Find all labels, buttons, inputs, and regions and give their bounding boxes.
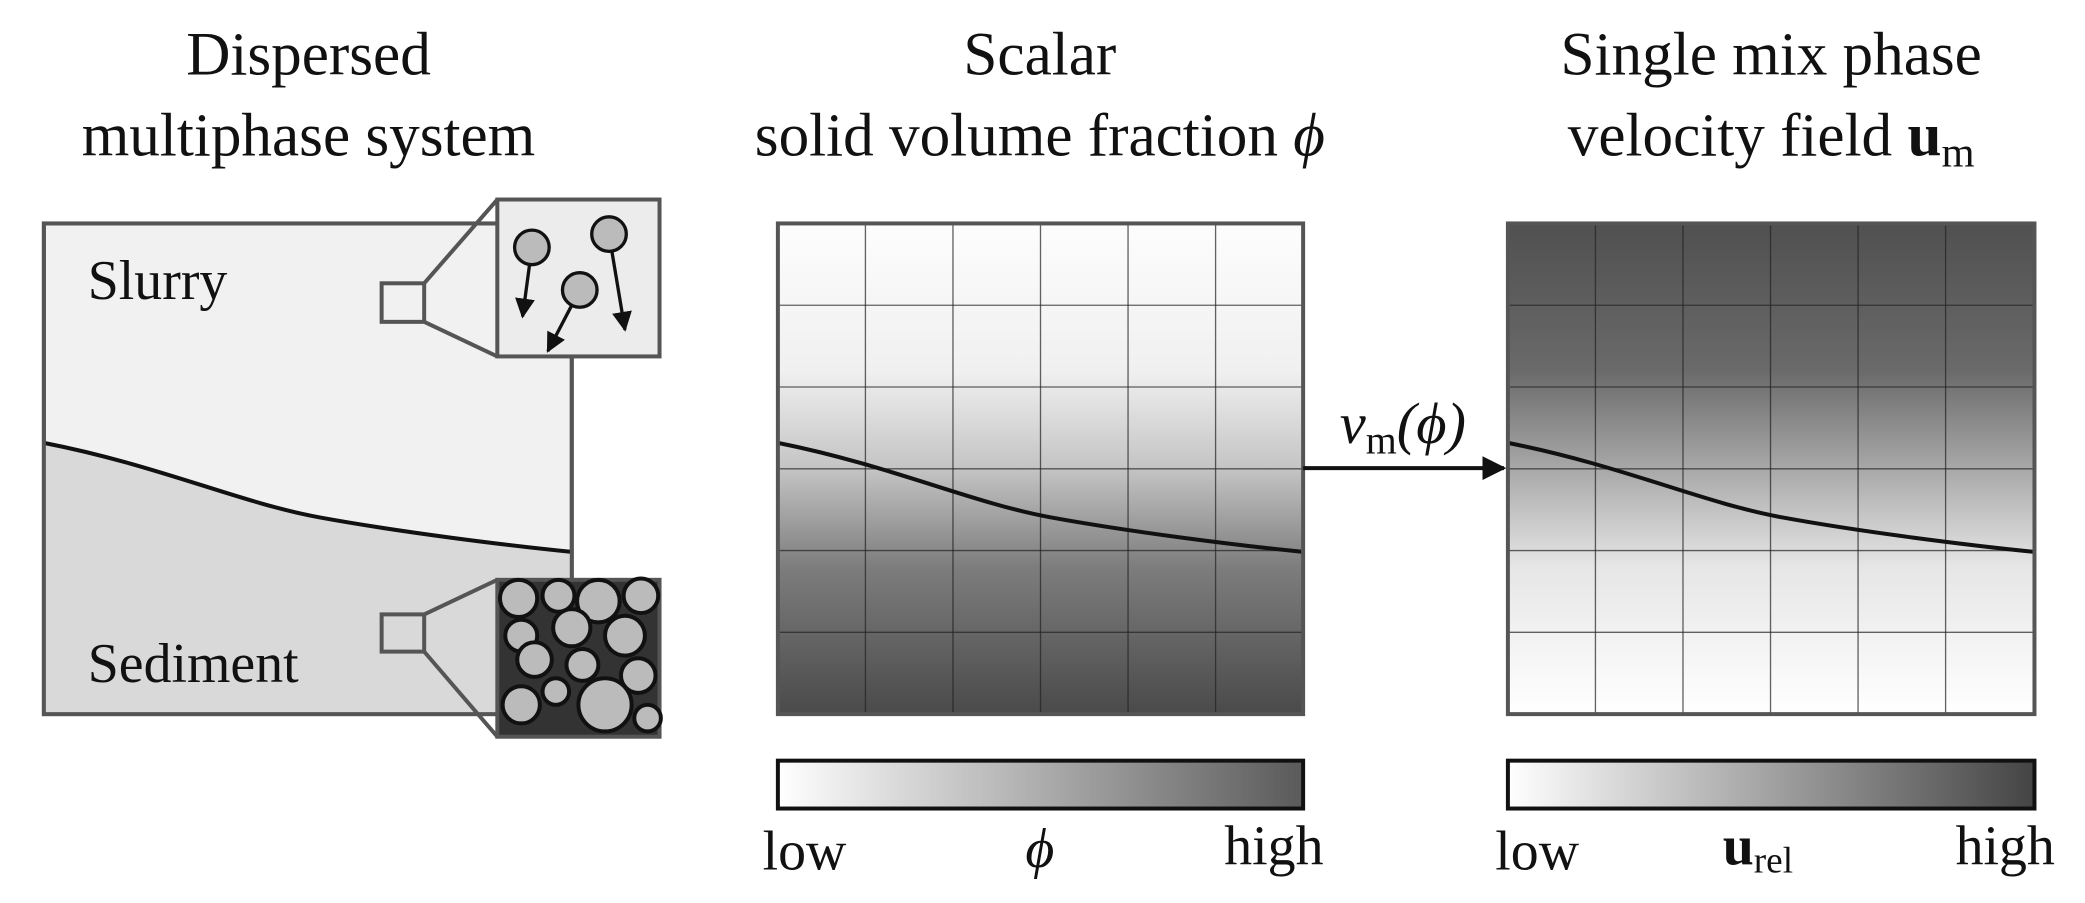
colorbar (1505, 758, 2037, 811)
grid (1507, 223, 2034, 715)
title-text: velocity field (1568, 102, 1908, 170)
panel-title: Dispersed (186, 21, 431, 89)
title-symbol: u (1907, 102, 1941, 170)
title-symbol: ϕ (1293, 102, 1325, 170)
colorbar-low: low (1495, 821, 1579, 883)
colorbar-symbol: ϕ (1025, 818, 1054, 880)
region-label: Slurry (88, 250, 228, 312)
zoom-bottom (379, 578, 499, 739)
panel-title: solid volume fraction ϕ (755, 102, 1325, 170)
arrow-label: νm(ϕ) (1340, 391, 1466, 463)
title-text: solid volume fraction (755, 102, 1293, 170)
colorbar-high: high (1956, 815, 2055, 877)
panel-title: multiphase system (82, 102, 536, 170)
colorbar-low: low (763, 821, 847, 883)
panel-title: Single mix phase (1561, 21, 1982, 89)
zoom-top (379, 198, 499, 359)
panel-title: Scalar (963, 21, 1116, 89)
arrow-sub: m (1366, 417, 1397, 462)
colorbar (775, 758, 1306, 811)
region-label: Sediment (88, 633, 299, 695)
panel-title: velocity field um (1568, 102, 1975, 177)
arrow-symbol: ν (1340, 391, 1366, 456)
domain-border (41, 221, 574, 717)
interface (43, 440, 572, 554)
panel-border (1505, 221, 2037, 717)
packed-particles (497, 576, 663, 734)
particles (512, 215, 632, 353)
arrow-arg: (ϕ) (1397, 391, 1466, 456)
title-sub: m (1941, 129, 1974, 176)
sediment-region (43, 442, 572, 715)
interface (1507, 440, 2035, 554)
interface (777, 440, 1304, 554)
symbol-sub: rel (1754, 840, 1793, 881)
symbol: u (1723, 815, 1754, 877)
colorbar-symbol: urel (1723, 815, 1793, 881)
grid (777, 223, 1304, 715)
colorbar-high: high (1224, 815, 1323, 877)
